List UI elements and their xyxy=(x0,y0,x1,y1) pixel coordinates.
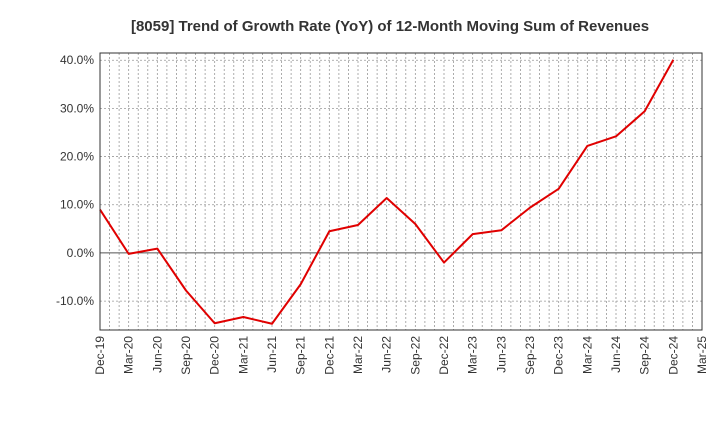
x-tick-label: Mar-22 xyxy=(351,336,365,374)
y-tick-label: 0.0% xyxy=(67,246,95,260)
x-tick-label: Dec-21 xyxy=(322,336,336,375)
y-tick-label: -10.0% xyxy=(56,294,94,308)
x-tick-label: Jun-24 xyxy=(609,336,623,373)
chart-title: [8059] Trend of Growth Rate (YoY) of 12-… xyxy=(131,18,649,35)
y-tick-label: 40.0% xyxy=(60,53,94,67)
y-tick-label: 30.0% xyxy=(60,101,94,115)
x-tick-label: Dec-20 xyxy=(208,336,222,375)
x-tick-label: Dec-23 xyxy=(552,336,566,375)
x-tick-label: Mar-24 xyxy=(580,336,594,374)
plot-area xyxy=(100,53,702,330)
x-tick-label: Sep-21 xyxy=(294,336,308,375)
x-axis: Dec-19 Mar-20 Jun-20 Sep-20 Dec-20 Mar-21 Jun-… xyxy=(93,336,709,375)
x-tick-label: Jun-20 xyxy=(150,336,164,373)
y-tick-label: 10.0% xyxy=(60,198,94,212)
y-axis: -10.0% 0.0% 10.0% 20.0% 30.0% 40.0% xyxy=(56,53,94,308)
x-tick-label: Mar-21 xyxy=(236,336,250,374)
x-tick-label: Sep-22 xyxy=(408,336,422,375)
x-tick-label: Jun-22 xyxy=(380,336,394,373)
x-tick-label: Mar-20 xyxy=(122,336,136,374)
series-layer xyxy=(99,59,675,325)
x-tick-label: Dec-24 xyxy=(666,336,680,375)
x-tick-label: Mar-23 xyxy=(466,336,480,374)
x-tick-label: Dec-19 xyxy=(93,336,107,375)
y-tick-label: 20.0% xyxy=(60,150,94,164)
series-line xyxy=(99,59,675,325)
x-tick-label: Mar-25 xyxy=(695,336,709,374)
x-tick-label: Dec-22 xyxy=(437,336,451,375)
x-tick-label: Jun-23 xyxy=(494,336,508,373)
grid xyxy=(100,53,702,330)
x-tick-label: Sep-23 xyxy=(523,336,537,375)
x-tick-label: Jun-21 xyxy=(265,336,279,373)
x-tick-label: Sep-20 xyxy=(179,336,193,375)
plot-frame xyxy=(99,52,703,331)
x-tick-label: Sep-24 xyxy=(638,336,652,375)
